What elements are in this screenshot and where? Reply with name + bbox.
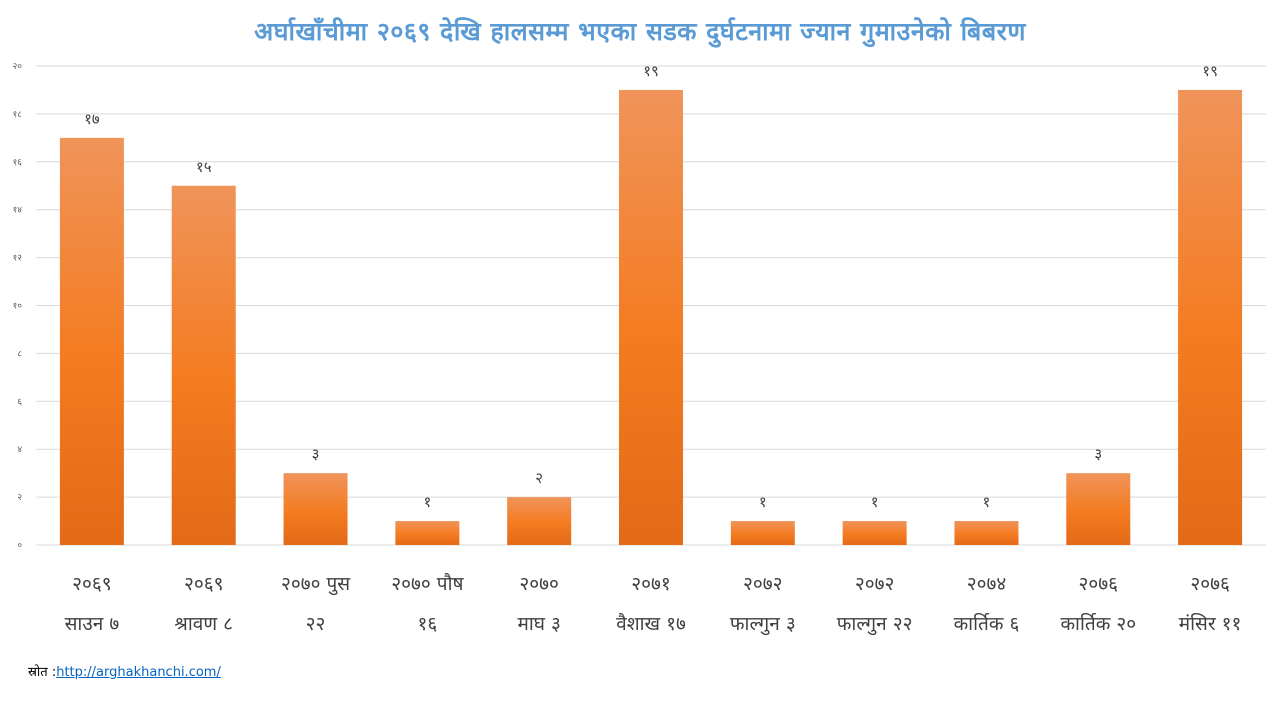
x-tick-label: २०७६ (1079, 573, 1119, 595)
data-label: १ (983, 493, 991, 511)
x-tick-label: २२ (306, 613, 326, 635)
x-tick-label: माघ ३ (517, 613, 560, 635)
y-axis-ticks: ० २ ४ ६ ८ १० १२ १४ १६ १८ २० (13, 62, 23, 551)
data-label: १५ (196, 158, 212, 176)
x-tick-label: वैशाख १७ (616, 612, 686, 635)
y-tick-label: ० (17, 541, 22, 551)
y-tick-label: १४ (13, 206, 23, 216)
x-tick-label: फाल्गुन २२ (837, 613, 913, 636)
chart-title: अर्घाखाँचीमा २०६९ देखि हालसम्म भएका सडक … (254, 17, 1026, 46)
bar (59, 137, 124, 545)
y-tick-label: १८ (13, 110, 23, 120)
y-tick-label: १६ (13, 158, 23, 168)
y-tick-label: ६ (17, 397, 22, 407)
x-tick-label: साउन ७ (65, 613, 120, 635)
bar (730, 521, 795, 545)
y-tick-label: २ (17, 493, 22, 503)
data-label: १७ (84, 110, 100, 128)
source-note: स्रोत :http://arghakhanchi.com/ (28, 662, 221, 680)
x-tick-label: २०७६ (1190, 573, 1230, 595)
x-tick-label: २०६९ (72, 573, 112, 595)
data-label: १ (871, 493, 879, 511)
bar (1178, 89, 1243, 545)
bar (842, 521, 907, 545)
x-tick-label: फाल्गुन ३ (730, 613, 796, 636)
x-axis-ticks: २०६९ साउन ७ २०६९ श्रावण ८ २०७० पुस २२ २०७० पौष… (65, 572, 1242, 636)
x-tick-label: २०७० (519, 573, 559, 595)
data-label: २ (535, 469, 543, 487)
y-tick-label: १० (13, 302, 23, 312)
y-tick-label: ४ (17, 445, 22, 455)
data-label: ३ (1094, 445, 1102, 463)
y-tick-label: १२ (13, 254, 23, 264)
x-tick-label: २०७४ (967, 573, 1007, 595)
bar (171, 185, 236, 545)
x-tick-label: २०७० पौष (391, 572, 464, 595)
data-labels: १७ १५ ३ १ २ १९ १ १ १ ३ १९ (84, 62, 1218, 511)
x-tick-label: २०७२ (743, 573, 783, 595)
data-label: १ (759, 493, 767, 511)
y-tick-label: ८ (17, 349, 22, 359)
bars (59, 89, 1243, 545)
bar (507, 497, 572, 545)
x-tick-label: श्रावण ८ (174, 613, 233, 635)
data-label: १९ (643, 62, 659, 80)
bar (395, 521, 460, 545)
bar (619, 89, 683, 545)
y-tick-label: २० (13, 62, 23, 72)
x-tick-label: २०७० पुस (281, 573, 351, 596)
bar (954, 521, 1019, 545)
bar (1066, 473, 1131, 545)
data-label: १९ (1202, 62, 1218, 80)
x-tick-label: कार्तिक २० (1060, 612, 1136, 635)
source-label: स्रोत : (28, 665, 57, 680)
x-tick-label: १६ (417, 613, 437, 635)
data-label: १ (423, 493, 431, 511)
x-tick-label: कार्तिक ६ (954, 612, 1020, 635)
bar (283, 473, 348, 545)
x-tick-label: २०७१ (631, 573, 671, 595)
x-tick-label: २०६९ (184, 573, 224, 595)
source-link[interactable]: http://arghakhanchi.com/ (56, 665, 221, 680)
x-tick-label: मंसिर ११ (1179, 612, 1242, 635)
data-label: ३ (312, 445, 320, 463)
x-tick-label: २०७२ (855, 573, 895, 595)
